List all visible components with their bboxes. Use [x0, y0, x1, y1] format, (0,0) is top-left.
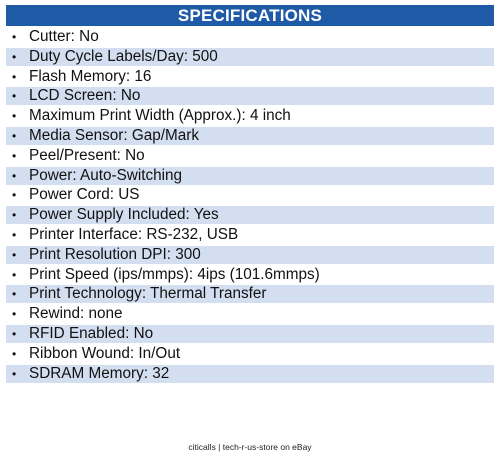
spec-text: Peel/Present: No: [29, 146, 145, 164]
spec-row: • Duty Cycle Labels/Day: 500: [6, 47, 494, 66]
bullet-icon: •: [12, 346, 17, 361]
specifications-header: SPECIFICATIONS: [6, 5, 494, 28]
spec-text: LCD Screen: No: [29, 87, 141, 105]
spec-text: Power Cord: US: [29, 186, 140, 204]
spec-row: • SDRAM Memory: 32: [6, 364, 494, 383]
spec-row: • Power Supply Included: Yes: [6, 206, 494, 225]
spec-row: • Print Technology: Thermal Transfer: [6, 285, 494, 304]
spec-text: Print Resolution DPI: 300: [29, 245, 201, 263]
bullet-icon: •: [12, 30, 17, 44]
spec-row: • Power: Auto-Switching: [6, 166, 494, 185]
spec-text: Print Speed (ips/mmps): 4ips (101.6mmps): [29, 265, 320, 283]
spec-row: • Power Cord: US: [6, 186, 494, 204]
spec-row: • Rewind: none: [6, 305, 494, 323]
footer-credit: citicalls | tech-r-us-store on eBay: [188, 442, 312, 452]
bullet-icon: •: [12, 227, 17, 242]
bullet-icon: •: [12, 168, 17, 183]
spec-row: • Cutter: No: [6, 28, 494, 46]
bullet-icon: •: [12, 148, 17, 163]
spec-row: • Maximum Print Width (Approx.): 4 inch: [6, 107, 494, 125]
spec-row: • RFID Enabled: No: [6, 324, 494, 343]
spec-row: • Media Sensor: Gap/Mark: [6, 126, 494, 145]
spec-row: • Ribbon Wound: In/Out: [6, 345, 494, 363]
spec-text: Cutter: No: [29, 28, 99, 45]
bullet-icon: •: [12, 49, 17, 64]
spec-text: Print Technology: Thermal Transfer: [29, 285, 267, 303]
spec-text: Power Supply Included: Yes: [29, 206, 219, 224]
bullet-icon: •: [12, 188, 17, 203]
spec-text: Rewind: none: [29, 305, 123, 323]
bullet-icon: •: [12, 128, 17, 143]
spec-row: • Print Resolution DPI: 300: [6, 245, 494, 264]
spec-text: Duty Cycle Labels/Day: 500: [29, 47, 218, 65]
bullet-icon: •: [12, 69, 17, 84]
bullet-icon: •: [12, 287, 17, 302]
spec-text: SDRAM Memory: 32: [29, 364, 170, 382]
spec-text: Printer Interface: RS-232, USB: [29, 225, 239, 243]
spec-text: Ribbon Wound: In/Out: [29, 344, 181, 362]
spec-row: • Printer Interface: RS-232, USB: [6, 226, 494, 244]
bullet-icon: •: [12, 89, 17, 104]
spec-row: • Peel/Present: No: [6, 147, 494, 165]
spec-row: • Flash Memory: 16: [6, 68, 494, 86]
spec-text: Maximum Print Width (Approx.): 4 inch: [29, 107, 291, 125]
bullet-icon: •: [12, 109, 17, 124]
spec-text: Flash Memory: 16: [29, 67, 152, 85]
spec-text: Media Sensor: Gap/Mark: [29, 126, 200, 144]
bullet-icon: •: [12, 307, 17, 322]
bullet-icon: •: [12, 267, 17, 282]
specifications-list: • Cutter: No • Duty Cycle Labels/Day: 500 • F…: [6, 28, 494, 383]
specifications-card: SPECIFICATIONS • Cutter: No • Duty Cycle La…: [6, 5, 494, 384]
spec-text: RFID Enabled: No: [29, 324, 154, 342]
spec-row: • Print Speed (ips/mmps): 4ips (101.6mmps…: [6, 266, 494, 284]
bullet-icon: •: [12, 208, 17, 223]
bullet-icon: •: [12, 326, 17, 341]
spec-text: Power: Auto-Switching: [29, 166, 183, 184]
bullet-icon: •: [12, 366, 17, 381]
spec-row: • LCD Screen: No: [6, 87, 494, 106]
bullet-icon: •: [12, 247, 17, 262]
